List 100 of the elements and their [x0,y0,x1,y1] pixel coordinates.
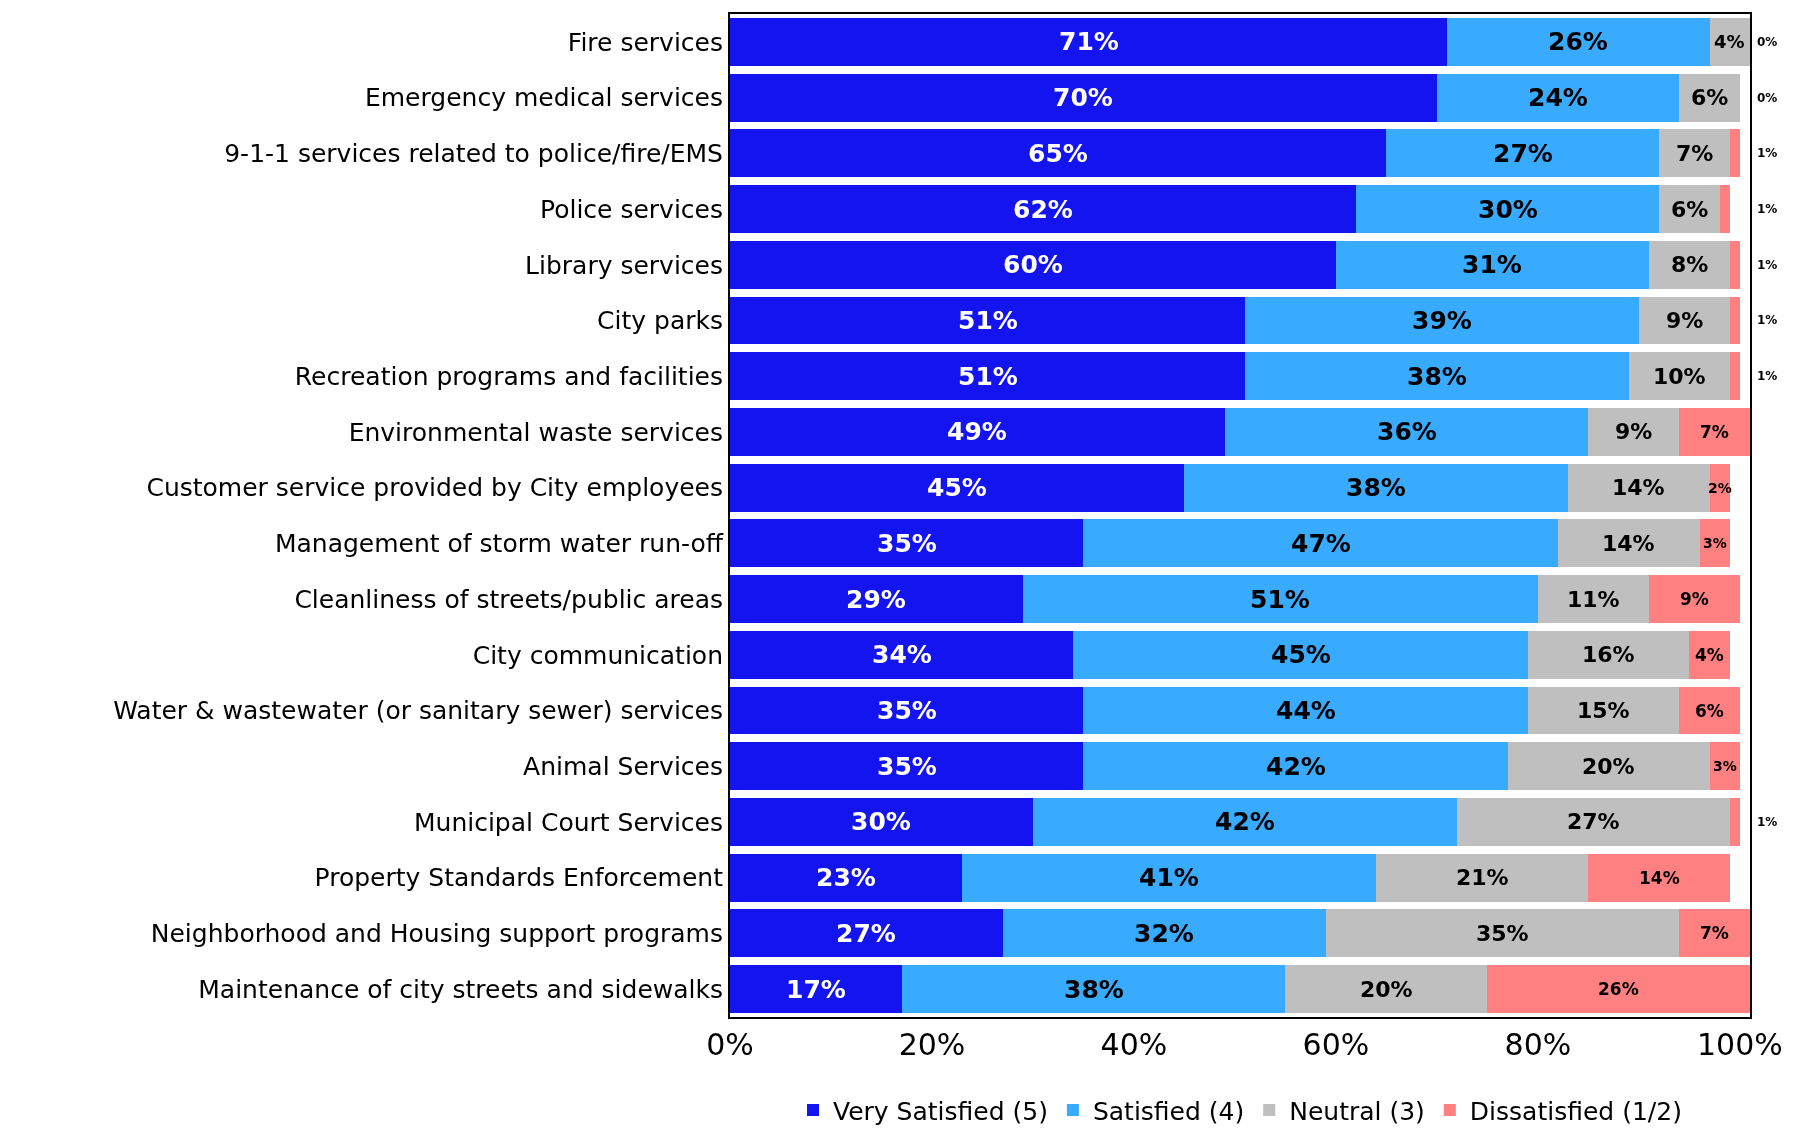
data-label: 38% [1064,975,1124,1004]
bar [1386,129,1660,178]
data-label: 41% [1139,863,1199,892]
bar [1527,630,1690,679]
data-label: 42% [1215,807,1275,836]
bar [1679,407,1750,456]
data-label: 7% [1700,422,1729,442]
data-label: 9% [1615,419,1653,444]
bar [1447,17,1710,66]
bar [730,519,1084,568]
bar [730,798,1033,846]
data-label: 9% [1666,308,1704,333]
x-tick-label: 0% [706,1027,754,1062]
bar [730,630,1074,679]
data-label: 27% [1567,809,1620,834]
bar [1527,686,1680,735]
data-label: 10% [1653,364,1706,389]
bar [1649,575,1740,624]
data-label: 7% [1676,141,1714,166]
data-label: 0% [1757,35,1778,49]
y-tick-label: Environmental waste services [348,417,723,447]
y-tick-label: Management of storm water run-off [274,529,724,559]
data-label: 4% [1695,645,1724,665]
bar [730,17,1448,66]
data-label: 42% [1266,752,1326,781]
data-label: 51% [1250,585,1310,614]
bar [1376,853,1589,902]
data-label: 45% [1271,640,1331,669]
bar [730,129,1387,178]
data-label: 1% [1757,815,1778,829]
legend-label: Dissatisfied (1/2) [1469,1096,1682,1126]
bar [730,742,1084,791]
bar [730,73,1437,122]
bar [730,296,1246,345]
bar [1729,798,1740,846]
bar [1729,352,1740,401]
bar [1628,352,1730,401]
data-label: 29% [846,585,906,614]
bar [1335,240,1650,289]
data-label: 9% [1680,589,1709,609]
data-label: 20% [1360,977,1413,1002]
bar [1719,185,1730,233]
y-tick-label: Water & wastewater (or sanitary sewer) services [113,696,723,726]
data-label: 1% [1757,369,1778,383]
data-label: 35% [877,696,937,725]
bar [730,185,1357,233]
legend-label: Very Satisfied (5) [833,1096,1048,1126]
y-tick-label: City communication [472,640,723,670]
legend-label: Neutral (3) [1289,1096,1425,1126]
bar [1032,798,1458,846]
bar [1083,742,1508,791]
y-tick-label: Municipal Court Services [413,807,723,837]
y-tick-label: 9-1-1 services related to police/fire/EMS [224,139,723,169]
data-label: 1% [1757,313,1778,327]
data-label: 11% [1567,587,1620,612]
bar [1507,742,1710,791]
data-label: 4% [1714,31,1745,52]
y-tick-label: Customer service provided by City employees [146,473,723,503]
data-label: 34% [872,640,932,669]
data-label: 24% [1528,83,1588,112]
bar [1457,798,1730,846]
bar [1729,129,1740,178]
data-label: 16% [1582,642,1635,667]
data-label: 26% [1548,27,1608,56]
bar [1436,73,1680,122]
data-label: 35% [877,529,937,558]
data-label: 6% [1695,701,1724,721]
data-label: 21% [1456,865,1509,890]
bar [1073,630,1528,679]
bar [1679,909,1750,958]
bar [730,463,1185,512]
bar [1679,686,1740,735]
x-tick-label: 100% [1697,1027,1783,1062]
data-label: 26% [1598,979,1639,999]
bar [730,853,963,902]
data-label: 38% [1407,362,1467,391]
y-tick-label: Maintenance of city streets and sidewalks [198,974,723,1004]
data-label: 35% [877,752,937,781]
bar [730,407,1225,456]
bar [730,909,1003,958]
y-tick-label: Neighborhood and Housing support programs [150,919,723,949]
data-label: 65% [1028,139,1088,168]
data-label: 27% [1493,139,1553,168]
bar [1729,240,1740,289]
data-label: 70% [1053,83,1113,112]
y-tick-label: Emergency medical services [364,83,723,113]
data-label: 44% [1276,696,1336,725]
x-tick-label: 20% [898,1027,966,1062]
data-label: 0% [1757,91,1778,105]
x-tick-label: 80% [1504,1027,1572,1062]
bar [1588,853,1730,902]
data-label: 7% [1700,923,1729,943]
bar [1588,407,1680,456]
bar [1729,296,1740,345]
bar [1537,575,1650,624]
bar [1487,965,1750,1014]
y-tick-label: City parks [597,306,723,336]
data-label: 14% [1612,475,1665,500]
bar [1659,129,1730,178]
bar [730,352,1246,401]
